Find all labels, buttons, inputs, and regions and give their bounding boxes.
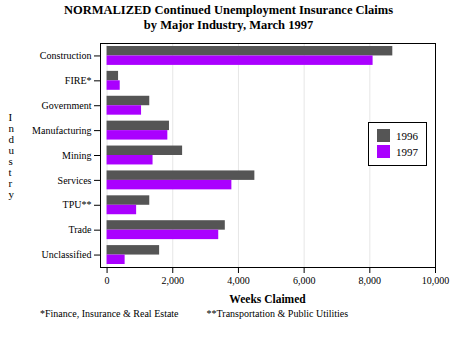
svg-text:0: 0 xyxy=(105,275,110,286)
svg-text:6,000: 6,000 xyxy=(293,275,316,286)
svg-text:4,000: 4,000 xyxy=(227,275,250,286)
html-text:1996: 1996 xyxy=(396,129,418,142)
svg-text:Unclassified: Unclassified xyxy=(42,249,92,260)
html-text:**Transportation & Public Util: **Transportation & Public Utilities xyxy=(206,308,349,319)
svg-text:2,000: 2,000 xyxy=(162,275,185,286)
svg-text:Services: Services xyxy=(58,175,92,186)
svg-text:Manufacturing: Manufacturing xyxy=(32,125,91,136)
html-text:*Finance, Insurance & Real Est: *Finance, Insurance & Real Estate xyxy=(40,308,179,319)
svg-text:TPU**: TPU** xyxy=(63,199,92,210)
html-text:1997: 1997 xyxy=(396,145,418,158)
svg-text:FIRE*: FIRE* xyxy=(65,75,92,86)
svg-text:Industry: Industry xyxy=(9,111,15,200)
svg-text:Government: Government xyxy=(42,100,92,111)
svg-text:Mining: Mining xyxy=(62,150,91,161)
svg-text:Trade: Trade xyxy=(69,224,93,235)
html-text:Weeks Claimed: Weeks Claimed xyxy=(229,293,306,305)
svg-text:10,000: 10,000 xyxy=(422,275,450,286)
html-text:NORMALIZED Continued Unemploym: NORMALIZED Continued Unemployment Insura… xyxy=(63,3,394,32)
svg-text:8,000: 8,000 xyxy=(359,275,382,286)
svg-text:Construction: Construction xyxy=(40,50,92,61)
